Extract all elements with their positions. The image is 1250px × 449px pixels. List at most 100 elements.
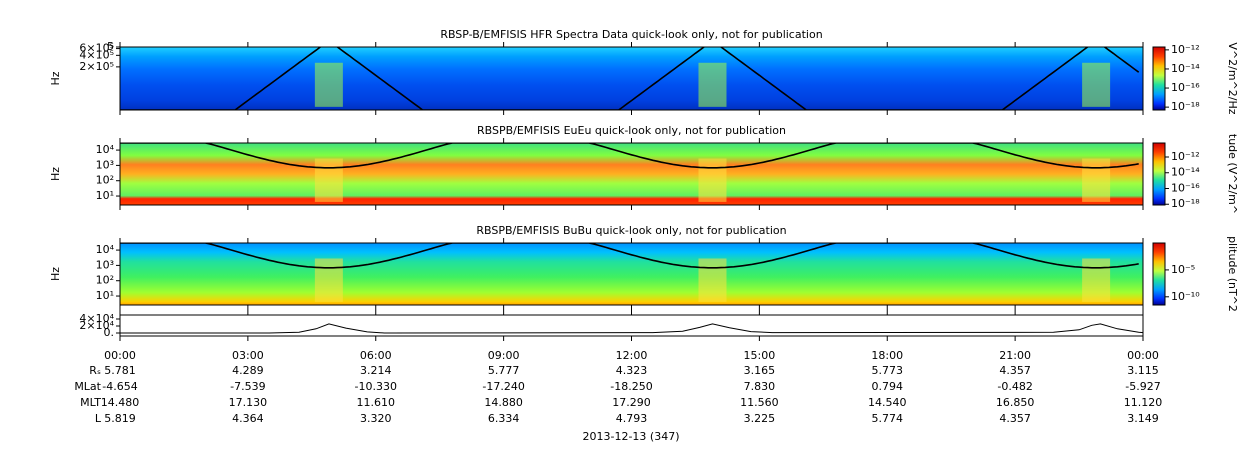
ephemeris-value: -18.250 <box>610 380 652 393</box>
x-tick-label: 18:00 <box>871 349 903 362</box>
ephemeris-value: 5.774 <box>872 412 904 425</box>
colorbar-tick-label: 10⁻¹⁸ <box>1171 197 1200 210</box>
ephemeris-value: 7.830 <box>744 380 776 393</box>
spectrogram-burst <box>1082 158 1111 202</box>
x-tick-label: 03:00 <box>232 349 264 362</box>
x-tick-label: 00:00 <box>104 349 136 362</box>
plot-layer: 10⁻¹² 10⁻¹⁴ 10⁻¹⁶ 10⁻¹⁸ V^2/m^2/Hz RBSP-B/EMF… <box>49 28 1239 425</box>
spectrogram-burst <box>1082 258 1111 302</box>
colorbar-tick-label: 10⁻¹⁶ <box>1171 81 1200 94</box>
y-tick-label: 6×10⁵ <box>79 42 114 55</box>
ephemeris-value: -0.482 <box>997 380 1032 393</box>
y-tick-label: 10² <box>96 174 114 187</box>
colorbar-tick-label: 10⁻¹⁴ <box>1171 166 1200 179</box>
spectrogram-burst <box>698 62 727 107</box>
ephemeris-value: 4.793 <box>616 412 648 425</box>
ephemeris-label: L <box>95 412 102 425</box>
colorbar <box>1152 46 1166 111</box>
ephemeris-value: 3.225 <box>744 412 776 425</box>
ephemeris-label: MLT <box>80 396 101 409</box>
spectrogram-field <box>120 143 1143 205</box>
y-tick-label: 10³ <box>96 258 114 271</box>
ephemeris-value: 3.149 <box>1127 412 1159 425</box>
line-series <box>120 323 1144 334</box>
ephemeris-value: 11.120 <box>1124 396 1163 409</box>
colorbar-tick-label: 10⁻⁵ <box>1171 263 1195 276</box>
ephemeris-value: 4.357 <box>999 364 1031 377</box>
cyclotron-curve <box>120 143 1139 169</box>
ephemeris-value: 5.773 <box>872 364 904 377</box>
x-tick-label: 15:00 <box>744 349 776 362</box>
spectrogram-burst <box>314 62 343 107</box>
spectrogram-field <box>120 243 1143 305</box>
ephemeris-value: -17.240 <box>482 380 524 393</box>
ephemeris-value: 3.320 <box>360 412 392 425</box>
ephemeris-value: -10.330 <box>355 380 397 393</box>
ephemeris-value: 3.214 <box>360 364 392 377</box>
panel-title: RBSPB/EMFISIS EuEu quick-look only, not … <box>477 124 786 137</box>
colorbar-tick-label: 10⁻¹⁰ <box>1171 290 1200 303</box>
spectrogram-burst <box>698 158 727 202</box>
x-tick-label: 09:00 <box>488 349 520 362</box>
ephemeris-value: 3.115 <box>1127 364 1159 377</box>
colorbar-tick-label: 10⁻¹⁶ <box>1171 181 1200 194</box>
ephemeris-value: 17.290 <box>612 396 651 409</box>
spectrogram-burst <box>314 158 343 202</box>
y-tick-label: 5 <box>107 40 114 53</box>
colorbar-label: tude (V^2/m^ <box>1226 134 1239 214</box>
ephemeris-value: 14.880 <box>484 396 523 409</box>
ephemeris-value: 5.781 <box>104 364 136 377</box>
colorbar-tick-label: 10⁻¹⁸ <box>1171 100 1200 113</box>
ephemeris-value: 4.364 <box>232 412 264 425</box>
spectrogram-burst <box>314 258 343 302</box>
x-tick-label: 12:00 <box>616 349 648 362</box>
y-tick-label: 10⁴ <box>96 243 115 256</box>
colorbar <box>1152 142 1166 206</box>
date-caption: 2013-12-13 (347) <box>582 430 679 443</box>
ephemeris-value: 6.334 <box>488 412 520 425</box>
colorbar-label: V^2/m^2/Hz <box>1226 42 1239 114</box>
ephemeris-value: -4.654 <box>102 380 137 393</box>
y-tick-label: 2×10⁴ <box>79 319 114 332</box>
ephemeris-label: Rₛ <box>89 364 101 377</box>
ephemeris-value: 3.165 <box>744 364 776 377</box>
y-axis-label: Hz <box>49 167 62 181</box>
y-tick-label: 2×10⁵ <box>79 60 114 73</box>
y-axis-label: Hz <box>49 267 62 281</box>
y-tick-label: 4×10⁵ <box>79 48 114 61</box>
ephemeris-value: -7.539 <box>230 380 265 393</box>
ephemeris-value: 14.540 <box>868 396 907 409</box>
ephemeris-value: 4.289 <box>232 364 264 377</box>
x-tick-label: 06:00 <box>360 349 392 362</box>
y-tick-label: 10¹ <box>96 289 114 302</box>
y-axis-label: Hz <box>49 71 62 85</box>
ephemeris-value: 11.560 <box>740 396 779 409</box>
y-tick-label: 10⁴ <box>96 143 115 156</box>
y-tick-label: 0. <box>104 326 115 339</box>
ephemeris-value: 5.777 <box>488 364 520 377</box>
cyclotron-curve <box>120 243 1139 269</box>
cyclotron-curve <box>120 47 1140 110</box>
y-tick-label: 10³ <box>96 158 114 171</box>
ephemeris-value: 16.850 <box>996 396 1035 409</box>
panel-title: RBSPB/EMFISIS BuBu quick-look only, not … <box>476 224 786 237</box>
y-tick-label: 4×10⁴ <box>79 312 114 325</box>
y-tick-label: 10¹ <box>96 189 114 202</box>
ephemeris-value: 4.323 <box>616 364 648 377</box>
ephemeris-value: 11.610 <box>357 396 396 409</box>
spectrogram-field <box>120 47 1143 110</box>
y-tick-label: 10² <box>96 274 114 287</box>
x-tick-label: 21:00 <box>999 349 1031 362</box>
spectrogram-burst <box>698 258 727 302</box>
spectrogram-burst <box>1082 62 1111 107</box>
colorbar-label: plitude (nT^2 <box>1226 236 1239 312</box>
ephemeris-value: -5.927 <box>1125 380 1160 393</box>
colorbar-tick-label: 10⁻¹² <box>1171 43 1200 56</box>
ephemeris-value: 14.480 <box>101 396 140 409</box>
x-tick-label: 00:00 <box>1127 349 1159 362</box>
ephemeris-label: MLat <box>74 380 101 393</box>
colorbar-tick-label: 10⁻¹² <box>1171 150 1200 163</box>
ephemeris-value: 0.794 <box>872 380 904 393</box>
colorbar-tick-label: 10⁻¹⁴ <box>1171 62 1200 75</box>
